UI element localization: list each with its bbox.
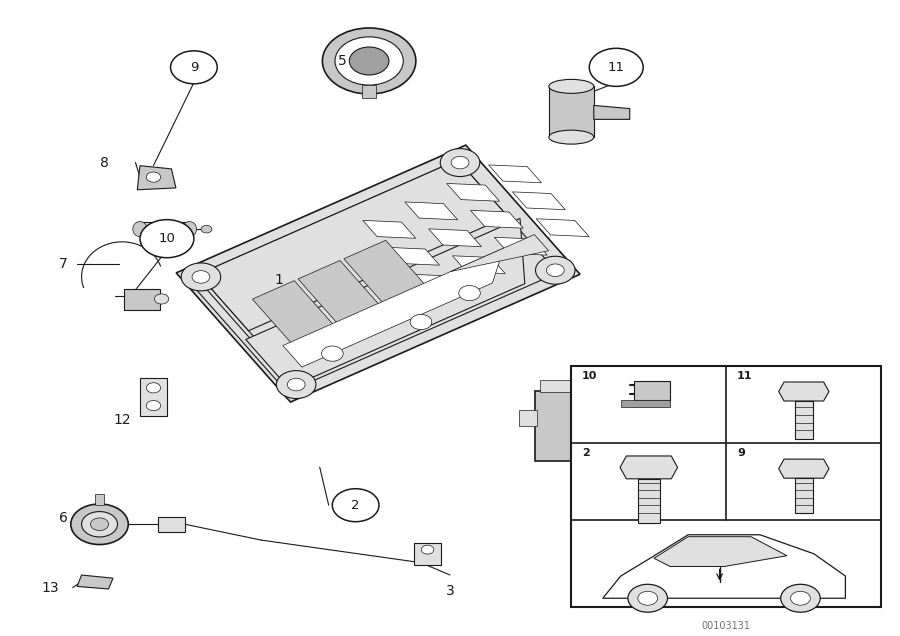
Text: 6: 6 [59, 511, 68, 525]
Circle shape [451, 156, 469, 169]
Polygon shape [594, 106, 630, 120]
Polygon shape [199, 160, 558, 387]
Circle shape [628, 584, 668, 612]
Polygon shape [603, 535, 845, 598]
Polygon shape [77, 575, 113, 589]
Polygon shape [453, 256, 505, 273]
Polygon shape [471, 211, 524, 228]
Bar [795, 401, 813, 439]
Text: 9: 9 [737, 448, 745, 458]
Polygon shape [654, 537, 787, 567]
Circle shape [790, 591, 810, 605]
Polygon shape [363, 221, 416, 238]
Text: 5: 5 [338, 54, 346, 68]
Circle shape [192, 271, 210, 283]
Polygon shape [387, 247, 439, 265]
Circle shape [147, 383, 160, 393]
Text: 10: 10 [158, 232, 176, 245]
Polygon shape [140, 378, 166, 417]
Bar [519, 410, 537, 426]
Bar [621, 401, 670, 407]
Text: 3: 3 [446, 584, 454, 598]
Text: 2: 2 [351, 499, 360, 512]
Circle shape [91, 518, 109, 530]
Text: 12: 12 [113, 413, 130, 427]
Text: 10: 10 [582, 371, 598, 381]
Polygon shape [405, 202, 458, 220]
Ellipse shape [133, 221, 148, 237]
Bar [362, 85, 376, 98]
Text: 9: 9 [190, 61, 198, 74]
Ellipse shape [549, 80, 594, 93]
Circle shape [181, 263, 220, 291]
Polygon shape [414, 543, 441, 565]
Polygon shape [298, 261, 392, 338]
Circle shape [276, 371, 316, 399]
Text: 1: 1 [274, 273, 284, 287]
Circle shape [440, 149, 480, 177]
Ellipse shape [182, 221, 196, 237]
Circle shape [71, 504, 129, 544]
Circle shape [147, 172, 160, 182]
Circle shape [140, 219, 194, 258]
Circle shape [410, 314, 432, 329]
Polygon shape [778, 382, 829, 401]
Bar [124, 289, 159, 310]
Circle shape [638, 591, 658, 605]
Circle shape [780, 584, 820, 612]
Polygon shape [512, 192, 565, 210]
Circle shape [546, 264, 564, 277]
Bar [540, 380, 608, 392]
Polygon shape [283, 248, 504, 367]
Text: 00103131: 00103131 [702, 621, 751, 631]
Circle shape [322, 28, 416, 94]
Circle shape [536, 256, 575, 284]
Circle shape [349, 47, 389, 75]
Circle shape [287, 378, 305, 391]
Polygon shape [199, 160, 508, 331]
Bar [634, 382, 670, 401]
Ellipse shape [549, 130, 594, 144]
Bar [572, 366, 881, 607]
Text: 8: 8 [100, 156, 109, 170]
Bar [95, 494, 104, 505]
Circle shape [335, 37, 403, 85]
Bar [158, 516, 184, 532]
Circle shape [590, 48, 644, 86]
Polygon shape [620, 456, 678, 479]
Polygon shape [246, 218, 525, 388]
Text: 2: 2 [582, 448, 590, 458]
Polygon shape [138, 166, 176, 190]
Polygon shape [489, 165, 542, 183]
Polygon shape [344, 240, 438, 318]
Polygon shape [494, 237, 547, 255]
Circle shape [201, 225, 212, 233]
Text: 13: 13 [41, 581, 58, 595]
Circle shape [155, 294, 168, 304]
Bar [140, 221, 189, 237]
Circle shape [421, 545, 434, 554]
Circle shape [82, 511, 118, 537]
Polygon shape [428, 229, 482, 247]
Circle shape [332, 488, 379, 522]
Bar [549, 86, 594, 137]
Circle shape [170, 51, 217, 84]
Circle shape [459, 286, 481, 301]
Polygon shape [176, 145, 580, 402]
Polygon shape [252, 280, 346, 358]
Circle shape [147, 401, 160, 411]
Bar [795, 478, 813, 513]
Text: 7: 7 [59, 257, 68, 271]
Text: 11: 11 [737, 371, 752, 381]
Polygon shape [410, 274, 464, 292]
Polygon shape [451, 235, 549, 272]
Polygon shape [536, 219, 590, 237]
Polygon shape [446, 183, 500, 201]
Bar [536, 391, 612, 461]
Text: 4: 4 [580, 451, 590, 465]
Text: 11: 11 [608, 61, 625, 74]
Bar [638, 479, 660, 523]
Circle shape [321, 346, 343, 361]
Polygon shape [778, 459, 829, 478]
